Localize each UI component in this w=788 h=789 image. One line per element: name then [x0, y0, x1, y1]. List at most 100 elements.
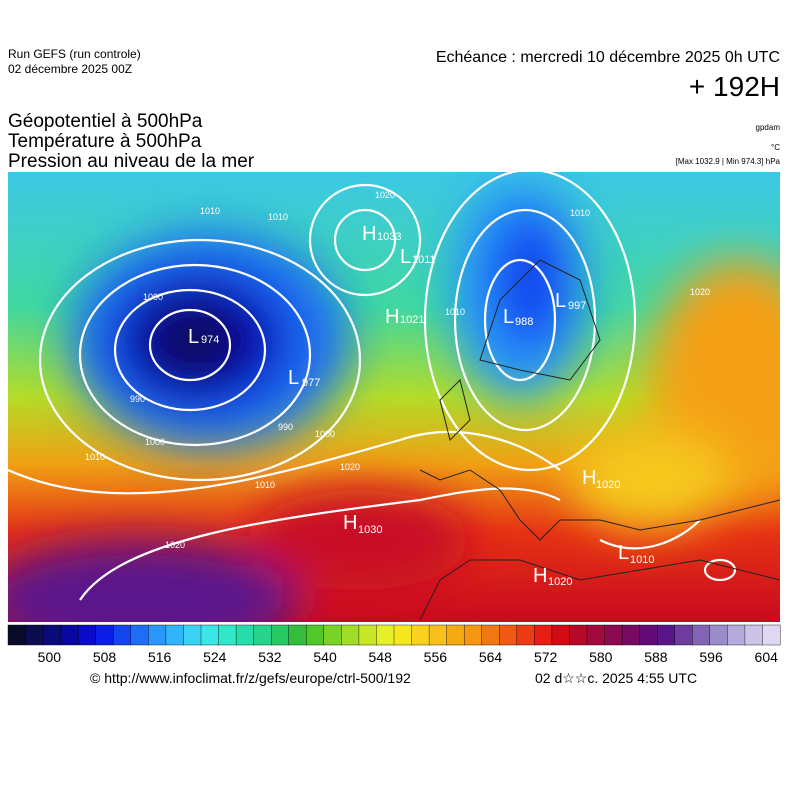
- contour-label: 1020: [375, 190, 395, 200]
- colorbar-swatch: [77, 624, 97, 646]
- unit-label: [Max 1032.9 | Min 974.3] hPa: [676, 157, 781, 166]
- pressure-center-value: 977: [302, 377, 320, 389]
- colorbar-swatch: [235, 624, 255, 646]
- colorbar-swatch: [218, 624, 237, 646]
- colorbar-tick-label: 588: [644, 649, 668, 665]
- contour-label: 1020: [690, 287, 710, 297]
- colorbar-swatch: [727, 624, 746, 646]
- pressure-center-letter: L: [555, 290, 566, 312]
- colorbar-tick-label: 596: [699, 649, 723, 665]
- pressure-center-letter: L: [400, 246, 411, 268]
- pressure-center-value: 1020: [548, 576, 572, 588]
- colorbar-swatch: [113, 624, 132, 646]
- colorbar-swatch: [130, 624, 149, 646]
- colorbar-swatch: [148, 624, 167, 646]
- contour-label: 1010: [570, 208, 590, 218]
- pressure-center-letter: H: [385, 306, 399, 328]
- colorbar-swatch: [288, 624, 307, 646]
- map: L 974 H 1033 L 1011 H 1021 L 977 L 988 L…: [8, 172, 780, 622]
- colorbar-tick-label: 604: [755, 649, 779, 665]
- colorbar-swatch: [692, 624, 711, 646]
- colorbar-swatch: [463, 624, 483, 646]
- pressure-center-value: 997: [568, 300, 586, 312]
- colorbar-tick-label: 564: [479, 649, 503, 665]
- colorbar-swatch: [42, 624, 62, 646]
- pressure-center-letter: L: [288, 367, 299, 389]
- contour-label: 990: [278, 422, 293, 432]
- colorbar-swatch: [639, 624, 658, 646]
- colorbar-tick-label: 516: [148, 649, 172, 665]
- valid-time: Echéance : mercredi 10 décembre 2025 0h …: [436, 49, 780, 66]
- colorbar-tick-label: 540: [313, 649, 337, 665]
- colorbar-swatch: [516, 624, 535, 646]
- colorbar: 500 508 516 524 532 540 548 556 564 572 580 588 596 6…: [7, 624, 781, 665]
- source-credit: © http://www.infoclimat.fr/z/gefs/europe…: [90, 670, 411, 686]
- colorbar-swatch: [7, 624, 27, 646]
- colorbar-swatch: [481, 624, 500, 646]
- colorbar-swatch: [393, 624, 413, 646]
- contour-label: 1020: [165, 540, 185, 550]
- colorbar-swatch: [183, 624, 202, 646]
- colorbar-tick-label: 524: [203, 649, 227, 665]
- pressure-center-value: 1010: [630, 554, 654, 566]
- colorbar-swatch: [534, 624, 553, 646]
- contour-label: 1000: [145, 437, 165, 447]
- colorbar-swatch: [569, 624, 588, 646]
- colorbar-swatch: [709, 624, 728, 646]
- generated-time: 02 d☆☆c. 2025 4:55 UTC: [535, 670, 697, 686]
- contour-label: 1010: [268, 212, 288, 222]
- contour-label: 1010: [200, 206, 220, 216]
- colorbar-tick-label: 500: [38, 649, 62, 665]
- colorbar-swatch: [428, 624, 448, 646]
- colorbar-swatch: [762, 624, 781, 646]
- pressure-center-letter: H: [533, 565, 547, 587]
- colorbar-swatch: [60, 624, 79, 646]
- colorbar-tick-label: 532: [258, 649, 282, 665]
- contour-label: 1020: [340, 462, 360, 472]
- colorbar-swatch: [270, 624, 290, 646]
- pressure-center-value: 1020: [596, 479, 620, 491]
- pressure-center-letter: H: [582, 467, 596, 489]
- pressure-center-letter: H: [343, 512, 357, 534]
- pressure-center-letter: L: [618, 542, 629, 564]
- colorbar-tick-label: 580: [589, 649, 613, 665]
- run-label: Run GEFS (run controle): [8, 47, 141, 61]
- contour-label: 1000: [143, 292, 163, 302]
- colorbar-swatch: [253, 624, 272, 646]
- contour-label: 1000: [315, 429, 335, 439]
- pressure-center-value: 974: [201, 334, 219, 346]
- unit-label: gpdam: [756, 123, 781, 132]
- colorbar-swatch: [411, 624, 430, 646]
- unit-label: °C: [771, 143, 780, 152]
- pressure-center-value: 1011: [412, 254, 436, 266]
- colorbar-swatch: [499, 624, 518, 646]
- run-date: 02 décembre 2025 00Z: [8, 62, 132, 76]
- contour-label: 1010: [255, 480, 275, 490]
- colorbar-swatch: [586, 624, 606, 646]
- colorbar-swatch: [323, 624, 342, 646]
- colorbar-tick-label: 508: [93, 649, 117, 665]
- pressure-center-value: 988: [515, 316, 533, 328]
- colorbar-swatch: [446, 624, 465, 646]
- pressure-center-value: 1030: [358, 524, 382, 536]
- colorbar-swatch: [656, 624, 676, 646]
- title-line: Pression au niveau de la mer: [8, 151, 255, 172]
- pressure-center-value: 1033: [377, 231, 401, 243]
- colorbar-swatch: [95, 624, 114, 646]
- colorbar-swatch: [551, 624, 570, 646]
- colorbar-swatch: [604, 624, 623, 646]
- colorbar-swatch: [621, 624, 641, 646]
- pressure-center-letter: L: [503, 306, 514, 328]
- colorbar-swatch: [341, 624, 360, 646]
- contour-label: 990: [130, 394, 145, 404]
- colorbar-tick-label: 548: [369, 649, 393, 665]
- contour-label: 1010: [445, 307, 465, 317]
- colorbar-tick-label: 572: [534, 649, 558, 665]
- lead-time: + 192H: [689, 71, 780, 102]
- contour-label: 1010: [85, 452, 105, 462]
- colorbar-swatch: [744, 624, 763, 646]
- pressure-center-letter: L: [188, 326, 199, 348]
- title-line: Température à 500hPa: [8, 131, 202, 152]
